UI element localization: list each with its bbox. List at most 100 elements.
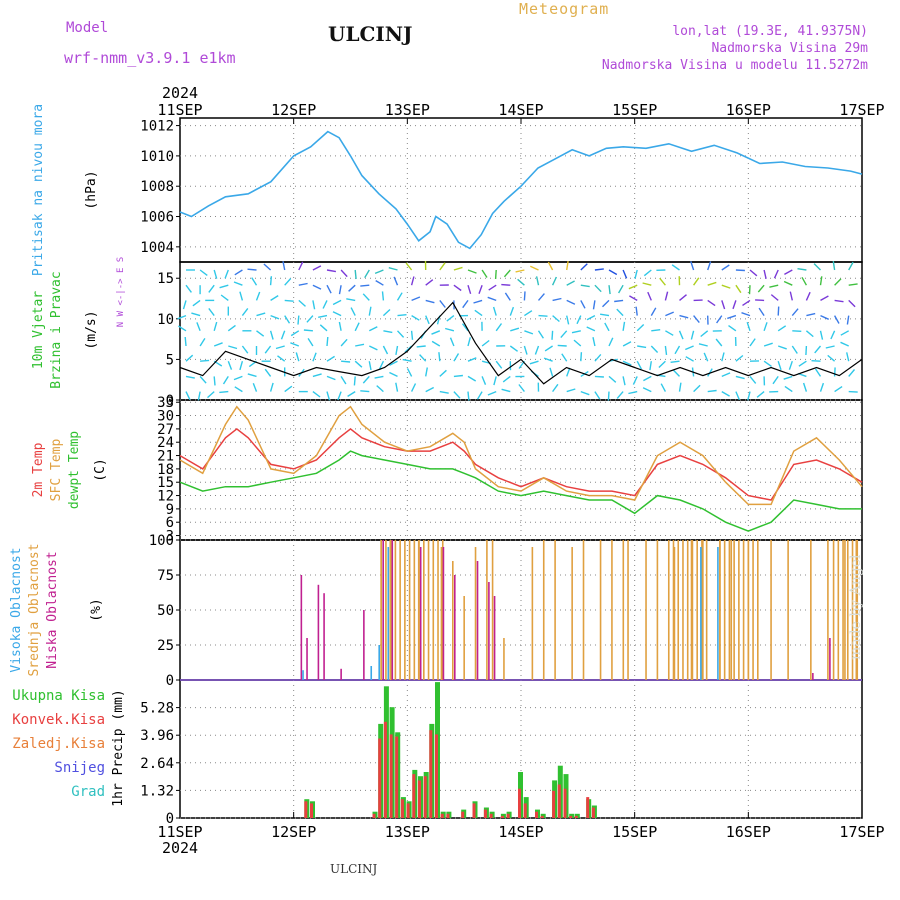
wind-arrow	[312, 373, 322, 378]
wind-arrow	[586, 314, 596, 321]
wind-arrow	[453, 353, 460, 362]
wind-arrow	[846, 352, 850, 362]
temp-line-1	[179, 405, 863, 506]
wind-arrow	[256, 330, 265, 337]
wind-arrow	[551, 276, 558, 286]
wind-arrow	[813, 263, 821, 271]
wind-arrow	[685, 356, 694, 362]
wind-arrow	[208, 307, 215, 317]
y-tick-label: 0	[166, 393, 174, 409]
wind-arrow	[503, 269, 511, 278]
wind-arrow	[690, 261, 695, 271]
wind-arrow	[234, 269, 243, 276]
precip-bar-1	[406, 803, 410, 818]
wind-arrow	[340, 376, 347, 385]
wind-arrow	[494, 269, 497, 280]
wind-arrow	[552, 297, 562, 302]
wind-arrow	[332, 311, 342, 317]
wind-arrow	[721, 390, 730, 397]
precip-bar-1	[586, 797, 590, 818]
wind-arrow	[197, 391, 201, 401]
wind-arrow	[402, 358, 412, 362]
wind-arrow	[360, 284, 370, 287]
wind-arrow	[233, 375, 243, 381]
wind-arrow	[735, 354, 744, 362]
wind-arrow	[389, 360, 398, 366]
wind-arrow	[439, 299, 446, 308]
wind-arrow	[749, 269, 758, 277]
wind-arrow	[665, 311, 674, 317]
wind-arrow	[814, 368, 822, 377]
wind-arrow	[647, 291, 652, 301]
altitude-label: Nadmorska Visina 29m	[711, 41, 868, 56]
wind-arrow	[805, 345, 808, 356]
year-label-top: 2024	[162, 84, 198, 102]
wind-arrow	[375, 279, 384, 286]
wind-arrow	[571, 330, 581, 334]
wind-arrow	[594, 353, 602, 362]
wind-arrow	[395, 345, 399, 356]
wind-arrow	[277, 355, 286, 362]
wind-arrow	[410, 330, 414, 340]
precip-bar-1	[412, 774, 416, 818]
y-tick-label: 5	[166, 352, 174, 368]
wind-arrow	[312, 391, 321, 398]
wind-arrow	[665, 330, 674, 336]
wind-arrow	[425, 315, 430, 325]
wind-arrow	[297, 315, 300, 325]
x-tick-label-top: 11SEP	[157, 101, 202, 119]
wind-arrow	[467, 375, 477, 382]
wind-arrow	[707, 299, 716, 307]
wind-arrow	[566, 367, 571, 377]
x-tick-label-bottom: 12SEP	[271, 823, 316, 841]
wind-arrow	[439, 262, 446, 271]
wind-arrow	[220, 294, 229, 301]
wind-arrow	[383, 330, 393, 334]
wind-arrow	[791, 345, 798, 354]
wind-arrow	[341, 360, 351, 363]
wind-arrow	[354, 322, 360, 332]
wind-arrow	[756, 391, 765, 398]
wind-arrow	[763, 322, 768, 332]
wind-arrow	[191, 312, 201, 317]
wind-arrow	[819, 330, 824, 340]
wind-arrow	[830, 330, 836, 340]
wind-arrow	[303, 329, 313, 332]
wind-arrow	[707, 261, 712, 271]
wind-arrow	[658, 360, 666, 369]
wind-arrow	[632, 376, 638, 385]
wind-arrow	[200, 359, 210, 362]
wind-arrow	[326, 284, 332, 294]
wind-arrow	[707, 389, 717, 393]
wind-axis-label-2: Brzina i Pravac	[49, 271, 64, 388]
wind-arrow	[473, 299, 483, 304]
y-tick-label: 1004	[140, 240, 174, 256]
wind-arrow	[264, 368, 272, 377]
wind-arrow	[374, 269, 384, 275]
wind-arrow	[338, 285, 342, 295]
wind-arrow	[537, 293, 545, 301]
y-tick-label: 2.64	[140, 756, 174, 772]
wind-arrow	[439, 390, 449, 394]
wind-arrow	[495, 323, 503, 332]
wind-arrow	[425, 299, 435, 304]
wind-arrow	[388, 267, 398, 271]
wind-arrow	[338, 321, 342, 331]
wind-arrow	[566, 280, 575, 286]
wind-arrow	[594, 375, 604, 378]
wind-arrow	[755, 299, 765, 302]
wind-arrow	[811, 360, 821, 362]
wind-arrow	[348, 284, 356, 292]
wind-arrow	[241, 307, 249, 317]
wind-arrow	[382, 345, 389, 355]
wind-arrow	[340, 269, 348, 278]
wind-arrow	[208, 284, 215, 293]
wind-arrow	[184, 336, 187, 347]
wind-arrow	[515, 269, 525, 273]
meteogram-label: Meteogram	[519, 0, 610, 18]
wind-arrow	[241, 345, 249, 354]
x-tick-label-top: 16SEP	[726, 101, 771, 119]
pressure-unit-label: (hPa)	[84, 170, 99, 209]
lonlat-label: lon,lat (19.3E, 41.9375N)	[672, 24, 868, 39]
wind-arrow	[425, 367, 428, 377]
